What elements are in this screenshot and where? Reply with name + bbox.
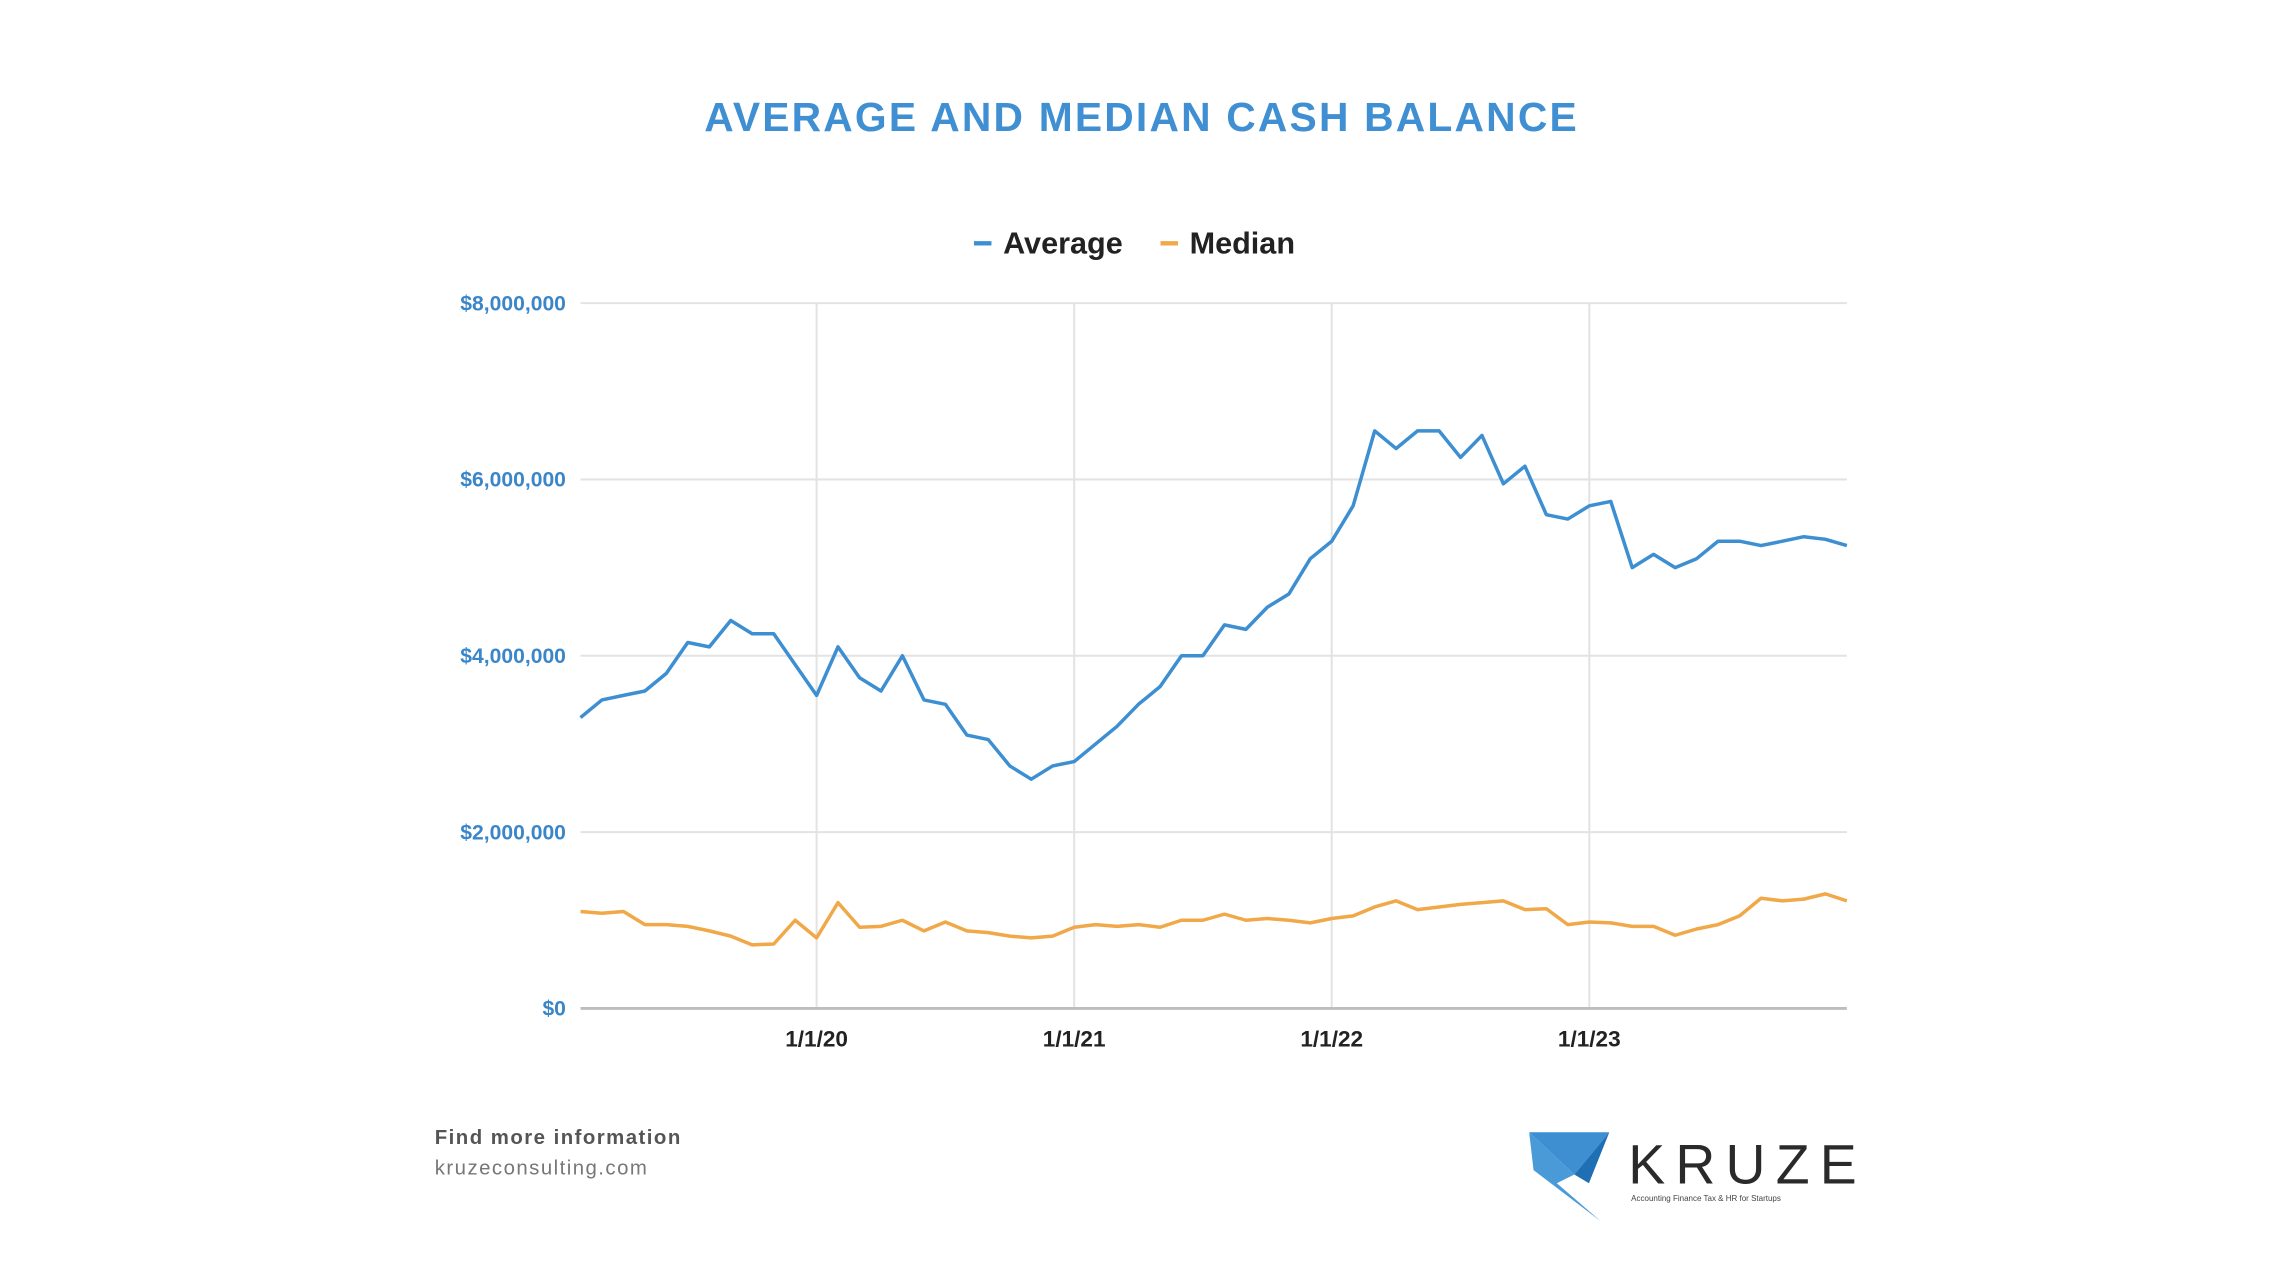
y-tick-label: $8,000,000 bbox=[460, 292, 566, 315]
y-tick-label: $6,000,000 bbox=[460, 469, 566, 492]
gridlines bbox=[580, 302, 1847, 1009]
chart-title: AVERAGE AND MEDIAN CASH BALANCE bbox=[704, 94, 1579, 140]
legend-item-median[interactable]: Median bbox=[1160, 227, 1295, 261]
series-line-median bbox=[580, 892, 1848, 947]
x-tick-label: 1/1/23 bbox=[1558, 1026, 1621, 1051]
legend-label-average: Average bbox=[1003, 227, 1123, 261]
x-tick-label: 1/1/22 bbox=[1300, 1026, 1363, 1051]
legend-label-median: Median bbox=[1190, 227, 1295, 261]
footer: Find more information kruzeconsulting.co… bbox=[435, 1127, 682, 1180]
kruze-logo-mark-icon bbox=[1529, 1132, 1610, 1222]
legend-item-average[interactable]: Average bbox=[973, 227, 1123, 261]
logo-brand: KRUZE bbox=[1628, 1133, 1867, 1195]
logo-tagline: Accounting Finance Tax & HR for Startups bbox=[1631, 1194, 1781, 1203]
x-tick-label: 1/1/20 bbox=[785, 1026, 848, 1051]
y-tick-label: $2,000,000 bbox=[460, 821, 566, 844]
x-axis: 1/1/20 1/1/21 1/1/22 1/1/23 bbox=[785, 1026, 1620, 1051]
legend: Average Median bbox=[973, 227, 1295, 261]
y-axis: $0 $2,000,000 $4,000,000 $6,000,000 $8,000,0… bbox=[460, 292, 566, 1020]
footer-link[interactable]: kruzeconsulting.com bbox=[435, 1158, 649, 1180]
x-tick-label: 1/1/21 bbox=[1043, 1026, 1106, 1051]
footer-heading: Find more information bbox=[435, 1127, 682, 1149]
y-tick-label: $0 bbox=[542, 998, 565, 1021]
series-line-average bbox=[579, 429, 1848, 781]
y-tick-label: $4,000,000 bbox=[460, 645, 566, 668]
series-lines bbox=[579, 429, 1848, 947]
kruze-logo: KRUZE Accounting Finance Tax & HR for St… bbox=[1529, 1132, 1867, 1222]
